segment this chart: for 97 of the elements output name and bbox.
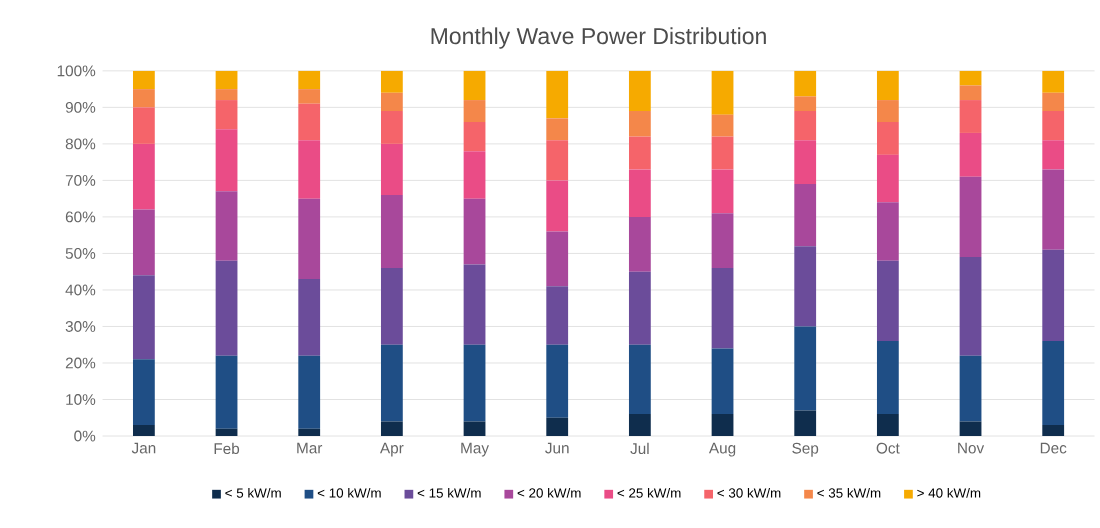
bar — [959, 99, 982, 133]
bar — [463, 121, 486, 151]
bar — [215, 260, 238, 356]
bar — [794, 70, 817, 97]
bar — [628, 216, 651, 272]
bar — [546, 180, 569, 232]
bar — [380, 267, 403, 345]
bar — [711, 169, 734, 213]
bar — [876, 201, 899, 261]
bar — [959, 355, 982, 422]
bar — [132, 209, 155, 275]
bar — [215, 70, 238, 89]
bar — [711, 114, 734, 137]
bar — [1042, 70, 1065, 93]
bar — [132, 424, 155, 436]
bar — [711, 70, 734, 115]
bar — [132, 143, 155, 210]
bar — [876, 260, 899, 341]
bar — [298, 88, 321, 104]
bar — [463, 70, 486, 100]
bar — [132, 107, 155, 144]
bar — [298, 70, 321, 89]
bar — [546, 344, 569, 418]
bar — [876, 70, 899, 100]
bar — [546, 117, 569, 140]
bar — [959, 70, 982, 86]
bar — [628, 110, 651, 137]
bar — [546, 417, 569, 436]
bar — [628, 70, 651, 111]
bar — [794, 326, 817, 411]
bar — [959, 176, 982, 257]
bar — [628, 169, 651, 217]
bar — [298, 428, 321, 436]
bar — [215, 355, 238, 429]
bar — [711, 348, 734, 414]
bar — [132, 275, 155, 359]
bar — [380, 421, 403, 436]
bar — [215, 128, 238, 192]
bar — [794, 410, 817, 436]
bar — [380, 70, 403, 93]
bar — [380, 194, 403, 268]
bar — [711, 212, 734, 268]
bar — [463, 150, 486, 199]
bar — [298, 355, 321, 429]
bar — [711, 267, 734, 349]
bar — [215, 88, 238, 100]
bar — [628, 271, 651, 345]
bar — [380, 143, 403, 195]
bar — [546, 70, 569, 118]
bar — [959, 256, 982, 356]
bar — [546, 285, 569, 345]
bar — [463, 99, 486, 122]
bar — [463, 264, 486, 345]
bar — [380, 110, 403, 144]
bar — [215, 428, 238, 436]
bar — [1042, 340, 1065, 425]
bar — [298, 103, 321, 140]
bar — [794, 183, 817, 246]
bar — [546, 139, 569, 181]
bar — [298, 139, 321, 199]
bar — [876, 413, 899, 436]
bar — [463, 344, 486, 422]
bar — [794, 139, 817, 184]
bar — [794, 110, 817, 140]
bar — [794, 96, 817, 111]
bar — [1042, 169, 1065, 250]
bar — [1042, 249, 1065, 341]
bar — [1042, 424, 1065, 436]
bar — [463, 198, 486, 265]
bar — [1042, 92, 1065, 111]
bar — [628, 413, 651, 436]
bar — [711, 413, 734, 436]
bar — [959, 421, 982, 436]
bar — [546, 231, 569, 286]
bar — [463, 421, 486, 436]
bar — [215, 99, 238, 129]
chart-title: Monthly Wave Power Distribution — [431, 27, 766, 49]
bar — [794, 245, 817, 327]
bar — [215, 191, 238, 261]
bar — [959, 132, 982, 177]
bar — [876, 154, 899, 202]
bar — [132, 70, 155, 89]
bar — [628, 136, 651, 170]
bar — [298, 198, 321, 279]
bar — [628, 344, 651, 414]
bar — [380, 344, 403, 422]
bar — [298, 278, 321, 356]
bar — [1042, 110, 1065, 140]
bar — [876, 340, 899, 414]
bar — [876, 121, 899, 155]
bar — [876, 99, 899, 122]
bar — [711, 136, 734, 170]
bar — [132, 88, 155, 108]
bar — [959, 85, 982, 100]
bar — [132, 359, 155, 425]
bar — [380, 92, 403, 111]
bar — [1042, 139, 1065, 170]
